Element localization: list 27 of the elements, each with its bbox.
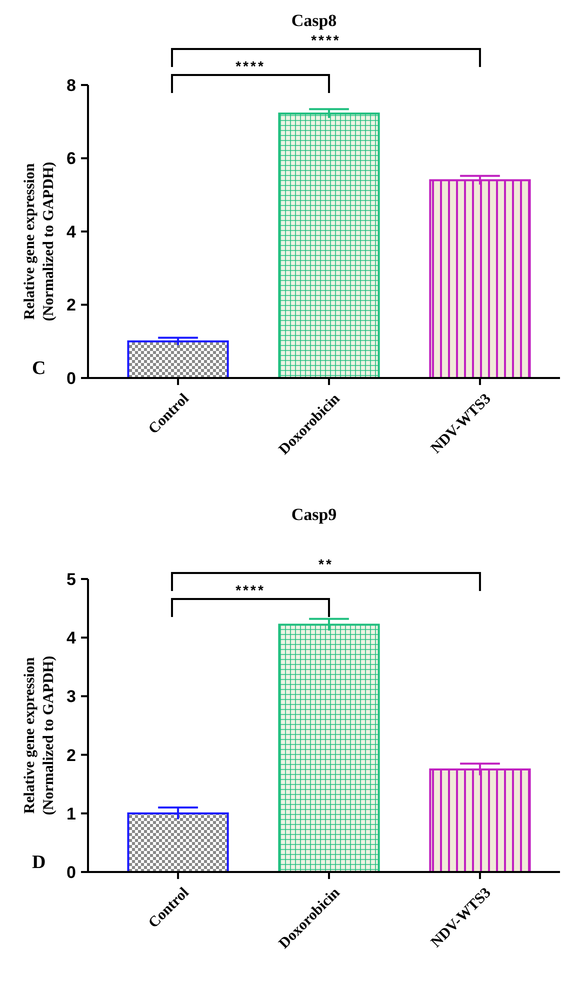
chart-title: Casp9: [291, 505, 337, 524]
bar: [278, 624, 380, 873]
y-tick-label: 5: [66, 570, 76, 589]
y-tick-label: 1: [66, 804, 76, 824]
y-tick-label: 6: [66, 149, 76, 168]
bar: [429, 768, 531, 873]
y-tick-label: 4: [66, 222, 77, 242]
text: **: [318, 556, 334, 572]
y-axis-title: Relative gene expression (Normalized to GAPDH): [22, 162, 57, 322]
y-tick-label: 4: [66, 628, 77, 648]
text: C: [32, 358, 46, 379]
y-tick-label: 3: [66, 687, 76, 706]
y-tick-label: 2: [66, 296, 76, 315]
text: ****: [311, 32, 341, 48]
y-tick-label: 8: [66, 76, 76, 95]
bar: [278, 112, 380, 379]
text: ****: [236, 58, 266, 74]
annotation: ****: [236, 582, 266, 598]
y-tick-label: 0: [66, 368, 76, 388]
text: D: [32, 852, 46, 873]
chart-title: Casp8: [291, 11, 337, 30]
bar: [429, 179, 531, 379]
bar: [127, 812, 229, 873]
bar: [127, 340, 229, 379]
y-tick-label: 0: [66, 862, 76, 882]
y-tick-label: 2: [66, 746, 76, 765]
y-axis-title: Relative gene expression (Normalized to GAPDH): [22, 656, 57, 816]
